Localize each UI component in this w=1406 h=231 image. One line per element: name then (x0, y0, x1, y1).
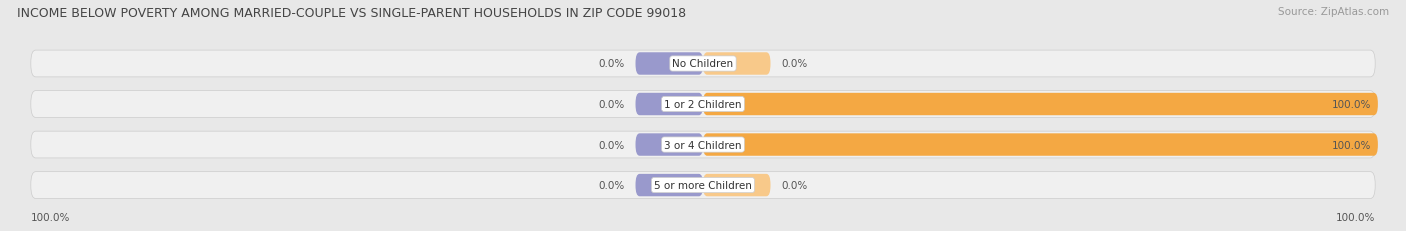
Text: 100.0%: 100.0% (31, 213, 70, 222)
FancyBboxPatch shape (636, 134, 703, 156)
FancyBboxPatch shape (636, 174, 703, 196)
Text: 100.0%: 100.0% (1331, 100, 1371, 109)
Text: 0.0%: 0.0% (782, 180, 807, 190)
FancyBboxPatch shape (636, 53, 703, 75)
Text: 0.0%: 0.0% (599, 100, 624, 109)
FancyBboxPatch shape (703, 174, 770, 196)
FancyBboxPatch shape (636, 93, 703, 116)
FancyBboxPatch shape (31, 172, 1375, 199)
FancyBboxPatch shape (31, 51, 1375, 78)
Text: 0.0%: 0.0% (782, 59, 807, 69)
FancyBboxPatch shape (703, 134, 1378, 156)
Text: 100.0%: 100.0% (1336, 213, 1375, 222)
Text: 0.0%: 0.0% (599, 59, 624, 69)
Text: 3 or 4 Children: 3 or 4 Children (664, 140, 742, 150)
Text: No Children: No Children (672, 59, 734, 69)
Text: 100.0%: 100.0% (1331, 140, 1371, 150)
Text: Source: ZipAtlas.com: Source: ZipAtlas.com (1278, 7, 1389, 17)
Text: INCOME BELOW POVERTY AMONG MARRIED-COUPLE VS SINGLE-PARENT HOUSEHOLDS IN ZIP COD: INCOME BELOW POVERTY AMONG MARRIED-COUPL… (17, 7, 686, 20)
FancyBboxPatch shape (703, 53, 770, 75)
Text: 0.0%: 0.0% (599, 140, 624, 150)
Text: 0.0%: 0.0% (599, 180, 624, 190)
FancyBboxPatch shape (31, 91, 1375, 118)
FancyBboxPatch shape (703, 93, 1378, 116)
Text: 1 or 2 Children: 1 or 2 Children (664, 100, 742, 109)
Text: 5 or more Children: 5 or more Children (654, 180, 752, 190)
FancyBboxPatch shape (31, 132, 1375, 158)
